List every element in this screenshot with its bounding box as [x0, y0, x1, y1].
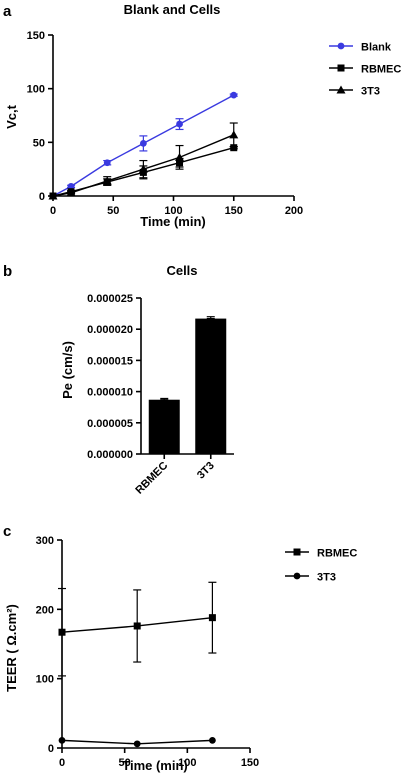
legend-item-3t3: 3T3 — [329, 85, 380, 98]
error-bar-rbmec — [160, 397, 169, 401]
x-tick-label-rbmec: RBMEC — [133, 460, 170, 497]
chart-c-xlabel: Time (min) — [122, 758, 188, 773]
error-bar-3t3 — [206, 316, 215, 320]
chart-a-ylabel: Vc,t — [4, 104, 19, 129]
data-point — [230, 144, 238, 152]
panel-c: c TEER ( Ω.cm²) Time (min) 0 100 200 300 0 50… — [3, 523, 357, 773]
data-point — [139, 140, 147, 147]
y-tick-label: 50 — [33, 137, 45, 149]
chart-b-ylabel: Pe (cm/s) — [60, 341, 75, 399]
chart-a-plot: 0 50 100 150 0 50 100 150 200 — [27, 30, 304, 217]
panel-letter-a: a — [3, 3, 12, 20]
series-rbmec — [58, 581, 217, 677]
x-tick-label: 50 — [119, 757, 131, 769]
legend-marker — [336, 85, 346, 94]
legend-marker — [293, 572, 301, 580]
chart-b-plot: 0.000000 0.000005 0.000010 0.000015 0.000020… — [87, 293, 234, 497]
data-point — [133, 740, 141, 748]
data-point — [229, 130, 239, 139]
panel-letter-c: c — [3, 523, 11, 540]
legend-label: RBMEC — [361, 64, 401, 76]
x-tick-label: 150 — [241, 757, 259, 769]
y-tick-label: 100 — [36, 674, 54, 686]
data-point — [138, 164, 148, 173]
data-point — [102, 176, 112, 185]
x-tick-label: 50 — [107, 205, 119, 217]
y-tick-label: 0 — [39, 191, 45, 203]
data-point — [209, 736, 216, 744]
chart-c-ylabel: TEER ( Ω.cm²) — [4, 604, 19, 692]
y-tick-label: 300 — [36, 535, 54, 547]
legend-marker — [337, 64, 345, 72]
legend-item-rbmec: RBMEC — [285, 548, 357, 560]
x-tick-label: 0 — [50, 205, 56, 217]
legend-marker — [337, 42, 345, 50]
y-tick-label: 0.000005 — [87, 418, 133, 430]
data-point — [230, 91, 238, 99]
legend-label: RBMEC — [317, 548, 357, 560]
legend-label: 3T3 — [361, 86, 380, 98]
x-tick-label: 100 — [164, 205, 182, 217]
x-tick-label: 100 — [178, 757, 196, 769]
y-tick-label: 100 — [27, 84, 45, 96]
legend-item-blank: Blank — [329, 42, 392, 54]
panel-b: b Cells Pe (cm/s) 0.0000000.0000050.0000… — [3, 263, 234, 497]
data-point — [58, 736, 66, 744]
y-tick-label: 150 — [27, 30, 45, 42]
chart-c-legend: RBMEC 3T3 — [285, 548, 357, 584]
data-point — [208, 614, 216, 622]
legend-item-3t3: 3T3 — [285, 572, 336, 584]
y-tick-label: 200 — [36, 604, 54, 616]
chart-b-title: Cells — [166, 263, 197, 278]
y-tick-label: 0.000020 — [87, 324, 133, 336]
data-point — [175, 152, 185, 161]
x-tick-label: 0 — [59, 757, 65, 769]
x-tick-label-3t3: 3T3 — [195, 460, 217, 482]
data-point — [67, 182, 75, 190]
y-tick-label: 0.000015 — [87, 355, 133, 367]
series-3t3 — [58, 736, 216, 748]
legend-item-rbmec: RBMEC — [329, 64, 401, 76]
data-point — [48, 191, 58, 200]
panel-letter-b: b — [3, 263, 12, 280]
legend-label: 3T3 — [317, 572, 336, 584]
y-tick-label: 0.000000 — [87, 449, 133, 461]
y-tick-label: 0.000010 — [87, 387, 133, 399]
chart-a-legend: Blank RBMEC 3T3 — [329, 42, 401, 98]
panel-a: a Blank and Cells Vc,t Time (min) 0 50 100… — [3, 2, 401, 229]
data-point — [103, 159, 111, 167]
y-tick-label: 0.000025 — [87, 293, 133, 305]
series-3t3 — [48, 122, 239, 200]
legend-label: Blank — [361, 42, 392, 54]
x-tick-label: 200 — [285, 205, 303, 217]
bar-rbmec — [148, 399, 180, 454]
chart-c-plot: 0 100 200 300 0 50 100 150 — [36, 535, 260, 769]
y-tick-label: 0 — [48, 743, 54, 755]
chart-a-title: Blank and Cells — [124, 2, 221, 17]
chart-a-xlabel: Time (min) — [140, 214, 206, 229]
legend-marker — [293, 548, 301, 556]
chart-c-ylabel-text: TEER ( Ω.cm²) — [4, 604, 19, 692]
data-point — [58, 628, 66, 636]
x-tick-label: 150 — [225, 205, 243, 217]
bar-3t3 — [195, 318, 227, 454]
data-point — [66, 188, 76, 197]
data-point — [133, 622, 141, 630]
data-point — [176, 120, 183, 128]
